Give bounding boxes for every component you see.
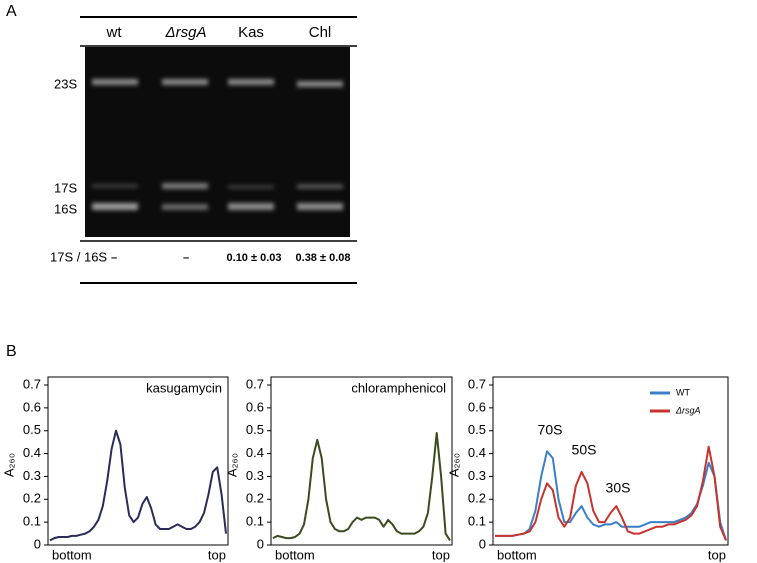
band bbox=[92, 184, 138, 188]
band bbox=[228, 203, 274, 210]
band-label: 23S bbox=[54, 76, 77, 91]
y-axis-label: A₂₆₀ bbox=[1, 453, 16, 477]
plot-frame bbox=[47, 376, 229, 546]
column-header: Kas bbox=[238, 24, 264, 41]
panel-label: A bbox=[6, 3, 17, 20]
band bbox=[228, 185, 274, 189]
profile-line bbox=[49, 429, 227, 542]
y-tick-label: 0.7 bbox=[468, 376, 486, 391]
column-header: Chl bbox=[309, 24, 332, 41]
band bbox=[92, 79, 138, 85]
y-tick-label: 0.3 bbox=[468, 468, 486, 483]
x-end-label: bottom bbox=[497, 547, 537, 562]
y-tick-label: 0.5 bbox=[246, 422, 264, 437]
x-end-label: bottom bbox=[52, 547, 92, 562]
panel-label: B bbox=[6, 343, 17, 360]
band bbox=[92, 203, 138, 210]
band bbox=[228, 79, 274, 85]
ratio-label: 17S / 16S bbox=[50, 249, 107, 264]
gel-bands bbox=[92, 79, 343, 210]
y-axis-label: A₂₆₀ bbox=[446, 453, 461, 477]
chart-title: chloramphenicol bbox=[351, 380, 446, 395]
y-tick-label: 0 bbox=[34, 536, 41, 551]
y-tick-label: 0.1 bbox=[23, 514, 41, 529]
y-tick-label: 0.7 bbox=[23, 376, 41, 391]
column-header: wt bbox=[106, 24, 123, 41]
band bbox=[162, 183, 208, 189]
ratio-value: 0.10 ± 0.03 bbox=[227, 252, 282, 264]
column-header: ΔrsgA bbox=[165, 24, 207, 41]
band bbox=[297, 203, 343, 210]
band bbox=[162, 79, 208, 85]
y-tick-label: 0.1 bbox=[468, 514, 486, 529]
profile-line bbox=[272, 432, 451, 541]
band bbox=[162, 204, 208, 210]
legend-label: WT bbox=[676, 387, 690, 397]
band bbox=[297, 184, 343, 189]
y-tick-label: 0.6 bbox=[23, 399, 41, 414]
y-tick-label: 0.1 bbox=[246, 514, 264, 529]
x-end-label: bottom bbox=[275, 547, 315, 562]
y-tick-label: 0.4 bbox=[23, 445, 41, 460]
band-label: 16S bbox=[54, 201, 77, 216]
y-tick-label: 0.6 bbox=[468, 399, 486, 414]
y-tick-label: 0.2 bbox=[23, 491, 41, 506]
plot-frame bbox=[492, 376, 729, 546]
y-tick-label: 0.2 bbox=[468, 491, 486, 506]
y-tick-label: 0.7 bbox=[246, 376, 264, 391]
profile-line bbox=[495, 450, 727, 541]
y-tick-label: 0.5 bbox=[468, 422, 486, 437]
plot-frame bbox=[270, 376, 453, 546]
y-tick-label: 0 bbox=[257, 536, 264, 551]
peak-annotation: 30S bbox=[606, 480, 631, 496]
y-tick-label: 0 bbox=[479, 536, 486, 551]
y-tick-label: 0.3 bbox=[23, 468, 41, 483]
chart-title: kasugamycin bbox=[146, 380, 222, 395]
y-tick-label: 0.4 bbox=[468, 445, 486, 460]
ratio-value: 0.38 ± 0.08 bbox=[296, 252, 351, 264]
band-label: 17S bbox=[54, 180, 77, 195]
y-tick-label: 0.4 bbox=[246, 445, 264, 460]
legend-label: ΔrsgA bbox=[675, 405, 701, 415]
peak-annotation: 70S bbox=[538, 422, 563, 438]
ratio-value: – bbox=[111, 252, 117, 264]
profile-line bbox=[495, 445, 727, 541]
x-end-label: top bbox=[708, 547, 726, 562]
y-tick-label: 0.6 bbox=[246, 399, 264, 414]
y-tick-label: 0.2 bbox=[246, 491, 264, 506]
band bbox=[297, 81, 343, 87]
ratio-value: – bbox=[183, 252, 189, 264]
peak-annotation: 50S bbox=[572, 442, 597, 458]
y-tick-label: 0.3 bbox=[246, 468, 264, 483]
x-end-label: top bbox=[432, 547, 450, 562]
y-axis-label: A₂₆₀ bbox=[224, 453, 239, 477]
x-end-label: top bbox=[208, 547, 226, 562]
y-tick-label: 0.5 bbox=[23, 422, 41, 437]
